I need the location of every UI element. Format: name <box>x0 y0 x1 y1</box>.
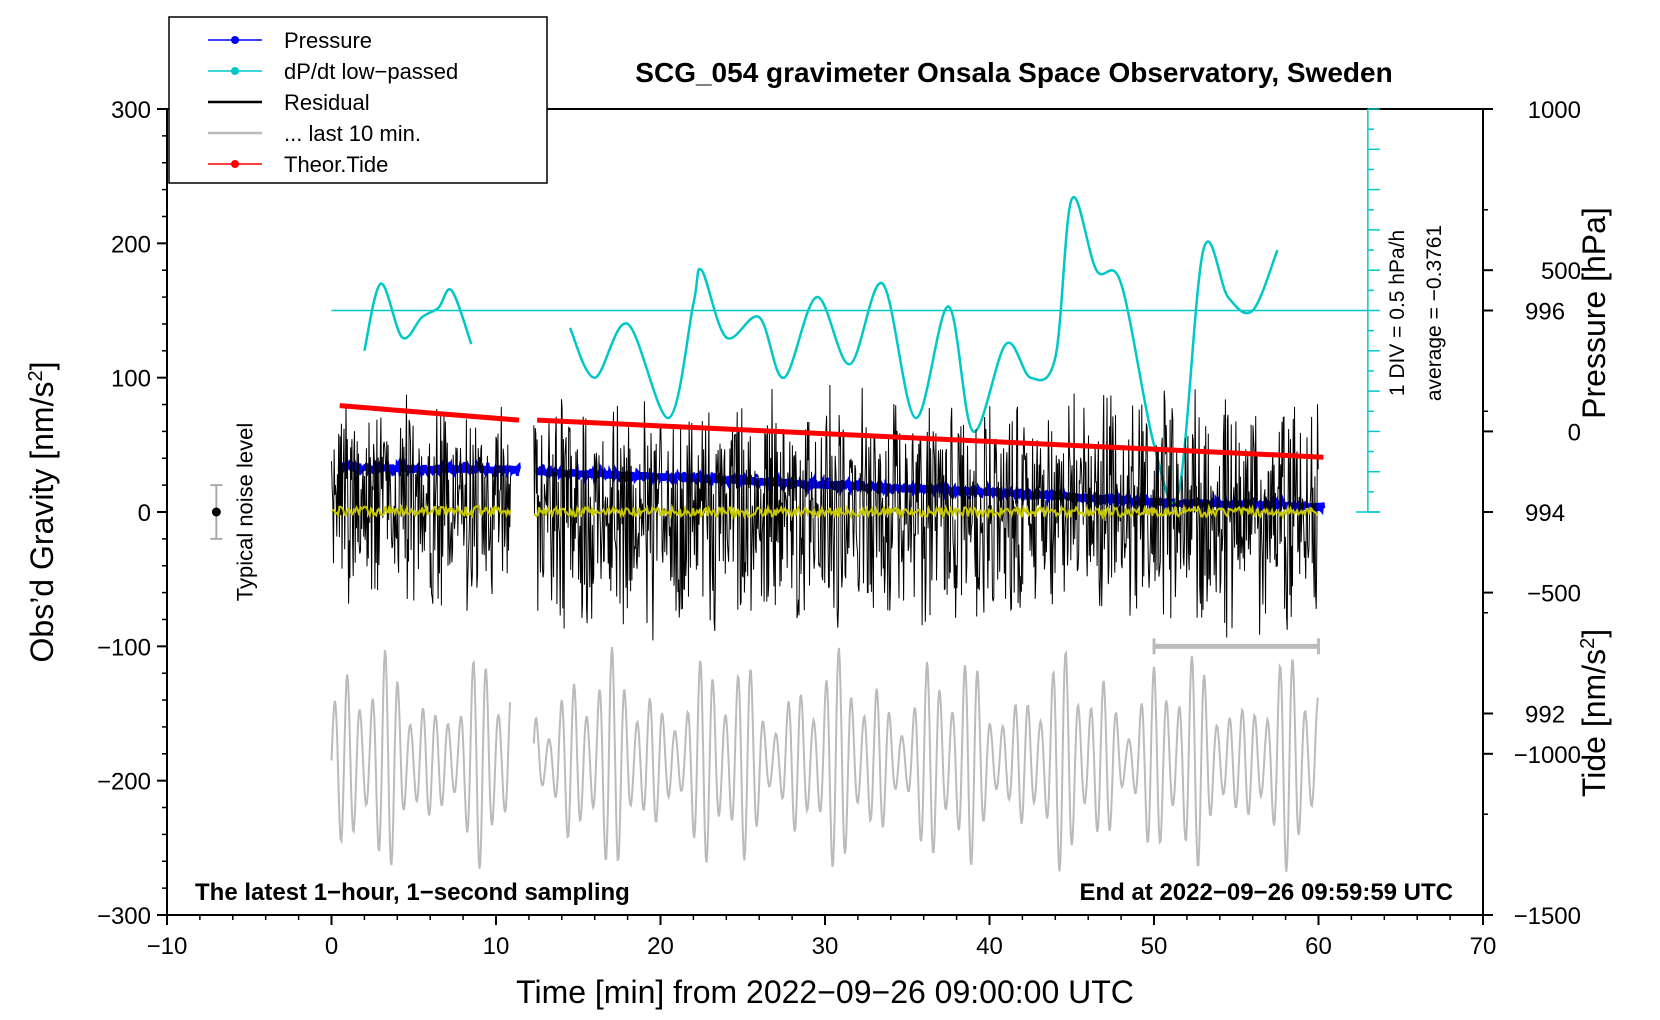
residual-smoothed-trace <box>331 503 512 519</box>
pressure-point <box>503 465 508 470</box>
noise-bar-dot <box>211 507 221 517</box>
tide-trace <box>537 417 1324 460</box>
pressure-tick-label: 996 <box>1525 299 1565 326</box>
annotations: Typical noise level 1 DIV = 0.5 hPa/h aver… <box>210 225 1446 655</box>
tide-tick-label: 500 <box>1541 258 1581 285</box>
pressure-point <box>683 477 687 482</box>
residual-trace <box>331 394 511 611</box>
legend-marker <box>231 67 239 75</box>
y-axis-title-left: Obs’d Gravity [nm/s2] <box>24 362 60 663</box>
pressure-point <box>635 470 640 475</box>
legend: Pressure dP/dt low−passed Residual ... last… <box>168 16 548 184</box>
y-axis-title-left-sup: 2 <box>25 370 47 381</box>
x-tick-label: 20 <box>647 933 674 960</box>
x-tick-label: 10 <box>483 933 510 960</box>
y-axis-title-tide-main: Tide [nm/s <box>1576 649 1612 797</box>
legend-marker <box>231 160 239 168</box>
pressure-tick-label: 994 <box>1525 500 1565 527</box>
legend-label: Theor.Tide <box>284 152 388 177</box>
pressure-point <box>509 468 514 472</box>
y-axis-title-tide-end: ] <box>1576 629 1612 638</box>
pressure-point <box>724 479 729 484</box>
tide-tick-label: 1000 <box>1528 97 1581 124</box>
last-10-min-trace <box>330 650 511 870</box>
series-theor-tide <box>339 403 1324 460</box>
last-10-min-trace <box>532 646 1320 872</box>
dpdt-trace <box>363 282 473 352</box>
x-tick-label: 0 <box>325 933 338 960</box>
y-axis-title-left-end: ] <box>24 362 60 371</box>
y-axis-title-tide: Tide [nm/s2] <box>1576 629 1612 797</box>
legend-label: dP/dt low−passed <box>284 59 458 84</box>
tide-tick-label: −1500 <box>1514 903 1581 930</box>
pressure-point <box>1038 493 1043 498</box>
x-tick-label: 40 <box>976 933 1003 960</box>
x-tick-label: 70 <box>1470 933 1497 960</box>
y-tick-label: 0 <box>138 500 151 527</box>
pressure-point <box>515 472 520 477</box>
legend-label: Residual <box>284 90 370 115</box>
x-tick-label: −10 <box>147 933 188 960</box>
pressure-point <box>979 493 984 498</box>
pressure-point <box>849 481 853 485</box>
y-tick-label: −200 <box>97 769 151 796</box>
pressure-point <box>1044 490 1049 494</box>
x-axis-title: Time [min] from 2022−09−26 09:00:00 UTC <box>516 974 1134 1010</box>
pressure-point <box>588 468 593 473</box>
y-axis-title-left-main: Obs’d Gravity [nm/s <box>24 382 60 663</box>
pressure-tick-label: 992 <box>1525 702 1565 729</box>
chart-title: SCG_054 gravimeter Onsala Space Observat… <box>635 57 1392 88</box>
pressure-point <box>760 480 764 484</box>
tide-tick-label: −1000 <box>1514 742 1581 769</box>
residual-smoothed-trace <box>533 503 1319 520</box>
x-tick-label: 50 <box>1141 933 1168 960</box>
legend-marker <box>231 36 239 44</box>
residual-trace <box>533 384 1319 641</box>
data-series <box>330 108 1380 872</box>
y-axis-title-pressure: Pressure [hPa] <box>1576 207 1612 419</box>
y-axis-title-tide-sup: 2 <box>1577 638 1599 649</box>
series-residual-smoothed <box>331 503 1319 520</box>
legend-label: ... last 10 min. <box>284 121 421 146</box>
series-residual <box>331 384 1319 641</box>
x-tick-label: 60 <box>1305 933 1332 960</box>
noise-label: Typical noise level <box>232 423 257 602</box>
pressure-point <box>462 461 466 466</box>
tide-tick-label: −500 <box>1527 581 1581 608</box>
y-tick-label: 200 <box>111 231 151 258</box>
y-tick-label: 300 <box>111 97 151 124</box>
y-tick-label: −100 <box>97 634 151 661</box>
pressure-point <box>606 475 610 479</box>
tide-tick-label: 0 <box>1568 419 1581 446</box>
pressure-point <box>391 472 395 476</box>
pressure-point <box>1091 496 1096 501</box>
pressure-point <box>1317 507 1321 512</box>
axis-ticks: −10 0 10 20 30 40 50 60 703002001000−100−200−300… <box>97 97 1581 960</box>
dpdt-scale-label: 1 DIV = 0.5 hPa/h <box>1386 230 1409 396</box>
y-tick-label: 100 <box>111 366 151 393</box>
annotation-end-time: End at 2022−09−26 09:59:59 UTC <box>1079 879 1453 906</box>
y-tick-label: −300 <box>97 903 151 930</box>
series--last-10-min- <box>330 646 1320 872</box>
pressure-point <box>784 482 788 487</box>
annotation-sampling: The latest 1−hour, 1−second sampling <box>195 879 630 906</box>
x-tick-label: 30 <box>812 933 839 960</box>
pressure-point <box>547 468 551 473</box>
legend-label: Pressure <box>284 28 372 53</box>
tide-trace <box>339 403 520 423</box>
dpdt-average-label: average = −0.3761 <box>1423 225 1446 401</box>
legend-box <box>168 16 548 184</box>
pressure-point <box>630 473 634 478</box>
